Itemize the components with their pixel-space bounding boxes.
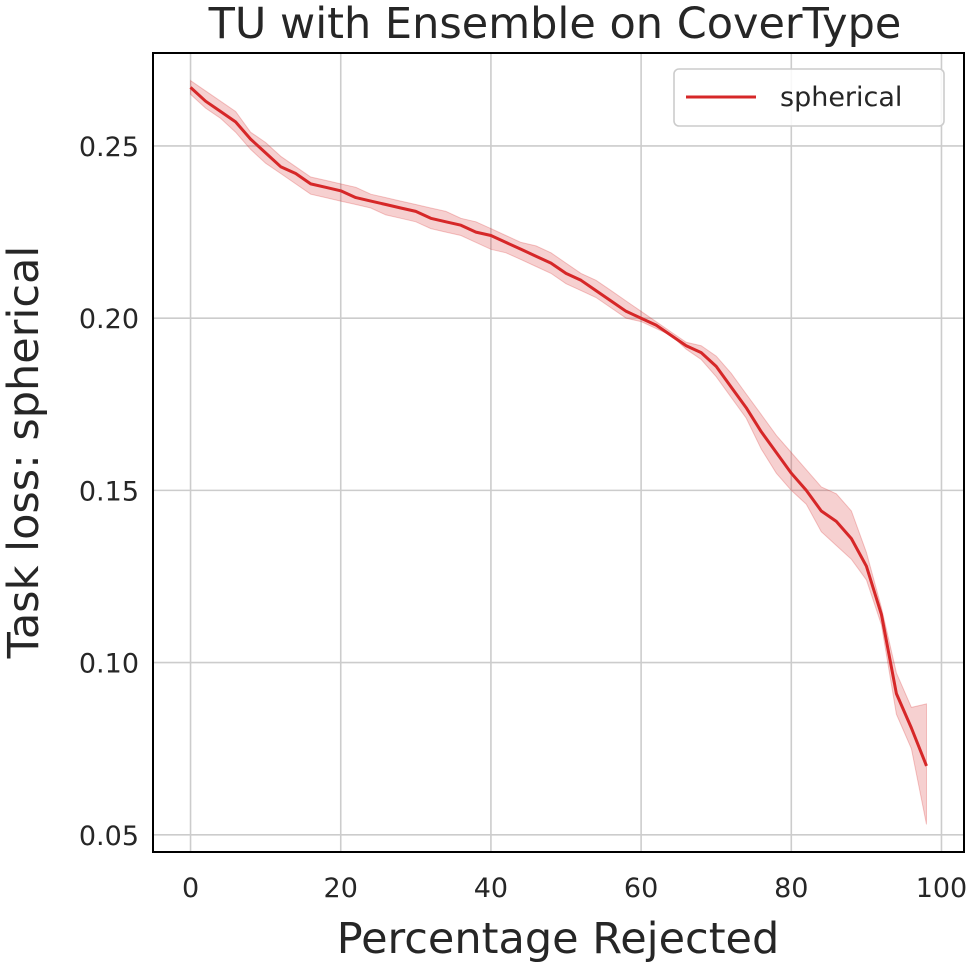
y-tick-label: 0.25 (79, 132, 139, 163)
y-tick-label: 0.20 (79, 304, 139, 335)
legend-entry-spherical: spherical (780, 82, 902, 113)
x-axis-label: Percentage Rejected (337, 914, 780, 963)
y-axis-label: Task loss: spherical (0, 246, 49, 660)
x-tick-label: 100 (916, 873, 968, 904)
chart-title: TU with Ensemble on CoverType (208, 0, 902, 49)
x-tick-label: 0 (182, 873, 199, 904)
x-tick-label: 40 (474, 873, 508, 904)
x-tick-labels: 0 20 40 60 80 100 (182, 873, 967, 904)
series-lines (189, 86, 928, 767)
x-tick-label: 60 (624, 873, 658, 904)
series-line-spherical (189, 86, 928, 767)
gridlines (153, 53, 964, 852)
y-tick-label: 0.05 (79, 821, 139, 852)
legend-box (673, 68, 945, 127)
plot-frame (152, 52, 965, 853)
confidence-band-spherical (190, 79, 927, 825)
x-tick-label: 80 (774, 873, 808, 904)
y-tick-labels: 0.05 0.10 0.15 0.20 0.25 (79, 132, 139, 852)
legend: spherical (673, 68, 945, 127)
y-tick-label: 0.10 (79, 649, 139, 680)
y-tick-label: 0.15 (79, 476, 139, 507)
confidence-band-group (190, 79, 927, 825)
x-tick-label: 20 (324, 873, 358, 904)
